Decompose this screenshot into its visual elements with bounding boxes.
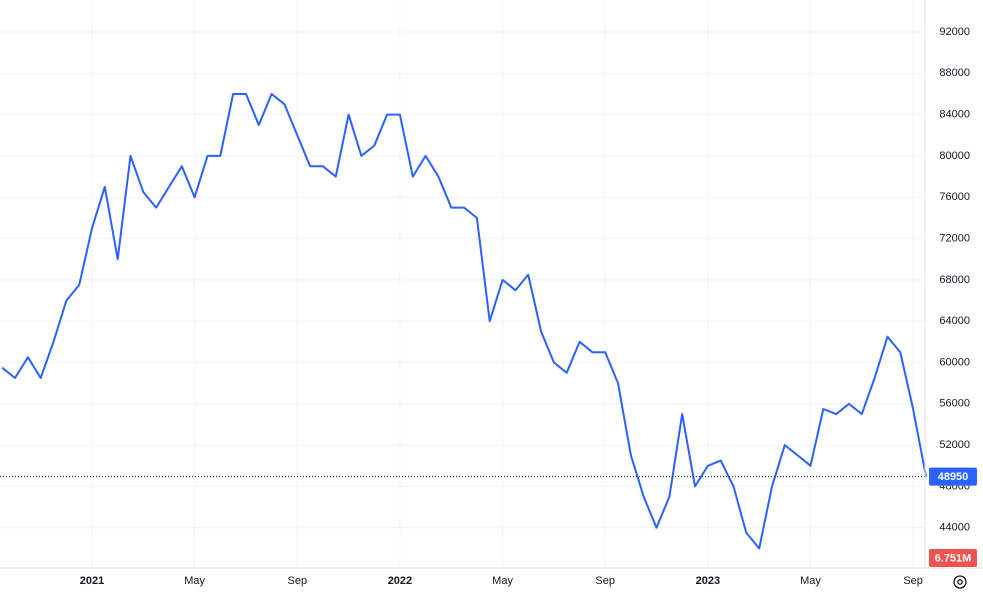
y-tick-label: 68000	[939, 274, 970, 286]
settings-icon[interactable]	[953, 575, 967, 589]
x-tick-label: May	[492, 575, 513, 587]
y-tick-label: 88000	[939, 67, 970, 79]
y-tick-label: 76000	[939, 191, 970, 203]
price-line	[1, 93, 927, 550]
x-tick-label: 2022	[388, 575, 412, 587]
x-tick-label: Sep	[595, 575, 615, 587]
y-tick-label: 64000	[939, 315, 970, 327]
volume-label: 6.751M	[935, 552, 972, 564]
plot	[0, 93, 927, 550]
y-tick-label: 60000	[939, 356, 970, 368]
y-tick-label: 84000	[939, 109, 970, 121]
y-tick-label: 52000	[939, 439, 970, 451]
y-tick-label: 92000	[939, 26, 970, 38]
y-tick-label: 72000	[939, 232, 970, 244]
grid	[0, 0, 925, 568]
y-tick-label: 56000	[939, 398, 970, 410]
last-price-label: 48950	[938, 471, 969, 483]
volume-badge	[929, 549, 977, 567]
last-price-badge	[929, 467, 977, 486]
x-tick-label: 2021	[80, 575, 104, 587]
y-tick-label: 44000	[939, 522, 970, 534]
x-tick-label: Sep	[903, 575, 923, 587]
x-tick-label: Sep	[288, 575, 308, 587]
x-tick-label: May	[800, 575, 821, 587]
y-tick-label: 80000	[939, 150, 970, 162]
x-tick-label: 2023	[696, 575, 720, 587]
x-tick-label: May	[184, 575, 205, 587]
